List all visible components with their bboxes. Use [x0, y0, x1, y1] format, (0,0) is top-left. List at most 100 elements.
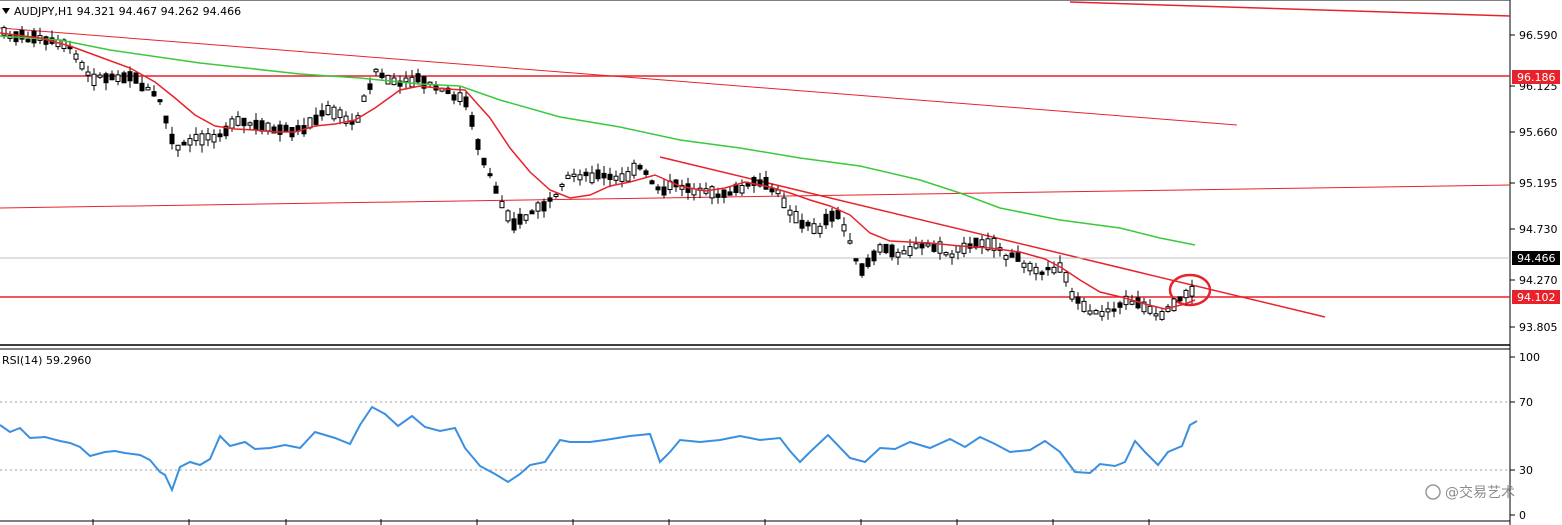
candle-body [866, 258, 870, 266]
candle-body [872, 251, 876, 261]
candle-body [152, 92, 156, 96]
price-axis: 96.590 96.125 95.660 95.195 94.730 94.27… [1510, 29, 1560, 334]
candle-body [260, 121, 264, 131]
candle-body [80, 62, 84, 69]
candle-body [908, 247, 912, 256]
price-tag-current-text: 94.466 [1517, 252, 1556, 265]
candle-body [1010, 253, 1014, 257]
candle-body [494, 186, 498, 193]
candle-body [230, 119, 234, 128]
candle-body [368, 84, 372, 90]
candle-body [134, 73, 138, 83]
candle-body [482, 158, 486, 165]
candle-body [1064, 273, 1068, 282]
candle-body [98, 75, 102, 77]
candle-body [896, 252, 900, 257]
top-right-line [1070, 2, 1510, 16]
candle-body [836, 210, 840, 218]
candle-body [326, 106, 330, 115]
candle-body [806, 222, 810, 226]
rsi-title: RSI(14) 59.2960 [2, 354, 91, 367]
candle-body [236, 117, 240, 126]
candle-body [404, 78, 408, 82]
candle-body [788, 210, 792, 215]
candle-body [548, 198, 552, 201]
ma-slow-line [0, 36, 1195, 245]
candle-body [1190, 286, 1194, 296]
candle-body [314, 115, 318, 124]
candle-body [182, 142, 186, 145]
candle-body [1088, 311, 1092, 314]
candle-body [554, 194, 558, 196]
candle-body [860, 264, 864, 276]
y-tick: 95.660 [1519, 126, 1558, 139]
candle-body [1070, 292, 1074, 300]
candle-body [620, 174, 624, 182]
candle-body [500, 201, 504, 207]
candle-body [410, 77, 414, 87]
candle-body [1118, 303, 1122, 307]
watermark: @交易艺术 [1426, 484, 1515, 501]
collapse-triangle-icon[interactable] [2, 8, 10, 14]
candle-body [884, 244, 888, 252]
candle-body [710, 187, 714, 198]
candle-body [1184, 290, 1188, 297]
candle-body [1082, 301, 1086, 311]
candle-body [584, 172, 588, 175]
candle-body [764, 178, 768, 190]
candle-body [110, 74, 114, 80]
candle-body [542, 202, 546, 211]
candle-body [194, 134, 198, 140]
candle-body [818, 226, 822, 233]
candle-body [284, 125, 288, 131]
candle-body [962, 243, 966, 253]
y-tick: 93.805 [1519, 321, 1558, 334]
candle-body [338, 110, 342, 118]
y-tick: 94.730 [1519, 223, 1558, 236]
candle-body [890, 245, 894, 257]
candle-body [128, 72, 132, 81]
symbol-title: AUDJPY,H1 94.321 94.467 94.262 94.466 [14, 5, 241, 18]
candle-body [170, 134, 174, 143]
candle-body [608, 174, 612, 179]
candle-body [1034, 267, 1038, 273]
candle-body [920, 244, 924, 248]
candle-body [1148, 306, 1152, 313]
candle-body [200, 134, 204, 145]
candle-body [602, 173, 606, 178]
candle-body [842, 225, 846, 231]
trend-lines [0, 2, 1510, 317]
candle-body [794, 212, 798, 223]
candle-body [122, 73, 126, 83]
candle-body [644, 171, 648, 175]
candle-body [1040, 272, 1044, 274]
candle-body [176, 145, 180, 150]
candle-body [140, 83, 144, 90]
rsi-tick: 30 [1519, 464, 1533, 477]
watermark-text: @交易艺术 [1445, 484, 1515, 501]
candle-body [188, 139, 192, 145]
rsi-line [0, 407, 1197, 490]
rsi-tick: 100 [1519, 351, 1540, 364]
candle-body [1154, 314, 1158, 316]
candle-body [362, 96, 366, 101]
candle-body [254, 120, 258, 129]
candle-body [464, 97, 468, 107]
candle-body [596, 170, 600, 179]
candle-body [824, 214, 828, 224]
candle-body [92, 74, 96, 85]
candle-body [458, 93, 462, 102]
candle-body [452, 95, 456, 100]
candle-body [218, 134, 222, 137]
candle-body [1172, 299, 1176, 311]
candle-body [1130, 301, 1134, 304]
candle-body [476, 140, 480, 150]
rsi-levels [0, 402, 1510, 470]
candle-body [506, 211, 510, 221]
candle-body [206, 134, 210, 140]
rsi-tick: 70 [1519, 396, 1533, 409]
price-tag-96186-text: 96.186 [1517, 71, 1556, 84]
candle-body [854, 259, 858, 261]
candle-body [914, 244, 918, 248]
candle-body [812, 224, 816, 234]
